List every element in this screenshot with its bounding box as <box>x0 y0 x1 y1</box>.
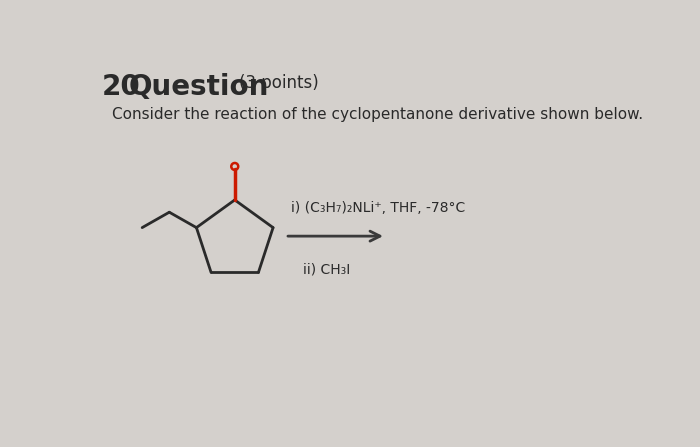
Text: Consider the reaction of the cyclopentanone derivative shown below.: Consider the reaction of the cyclopentan… <box>112 107 643 122</box>
Text: (3 points): (3 points) <box>239 75 318 93</box>
Text: i) (C₃H₇)₂NLi⁺, THF, -78°C: i) (C₃H₇)₂NLi⁺, THF, -78°C <box>290 201 465 215</box>
Text: Question: Question <box>129 73 269 101</box>
Text: ii) CH₃I: ii) CH₃I <box>303 262 350 276</box>
Text: 20: 20 <box>102 73 140 101</box>
